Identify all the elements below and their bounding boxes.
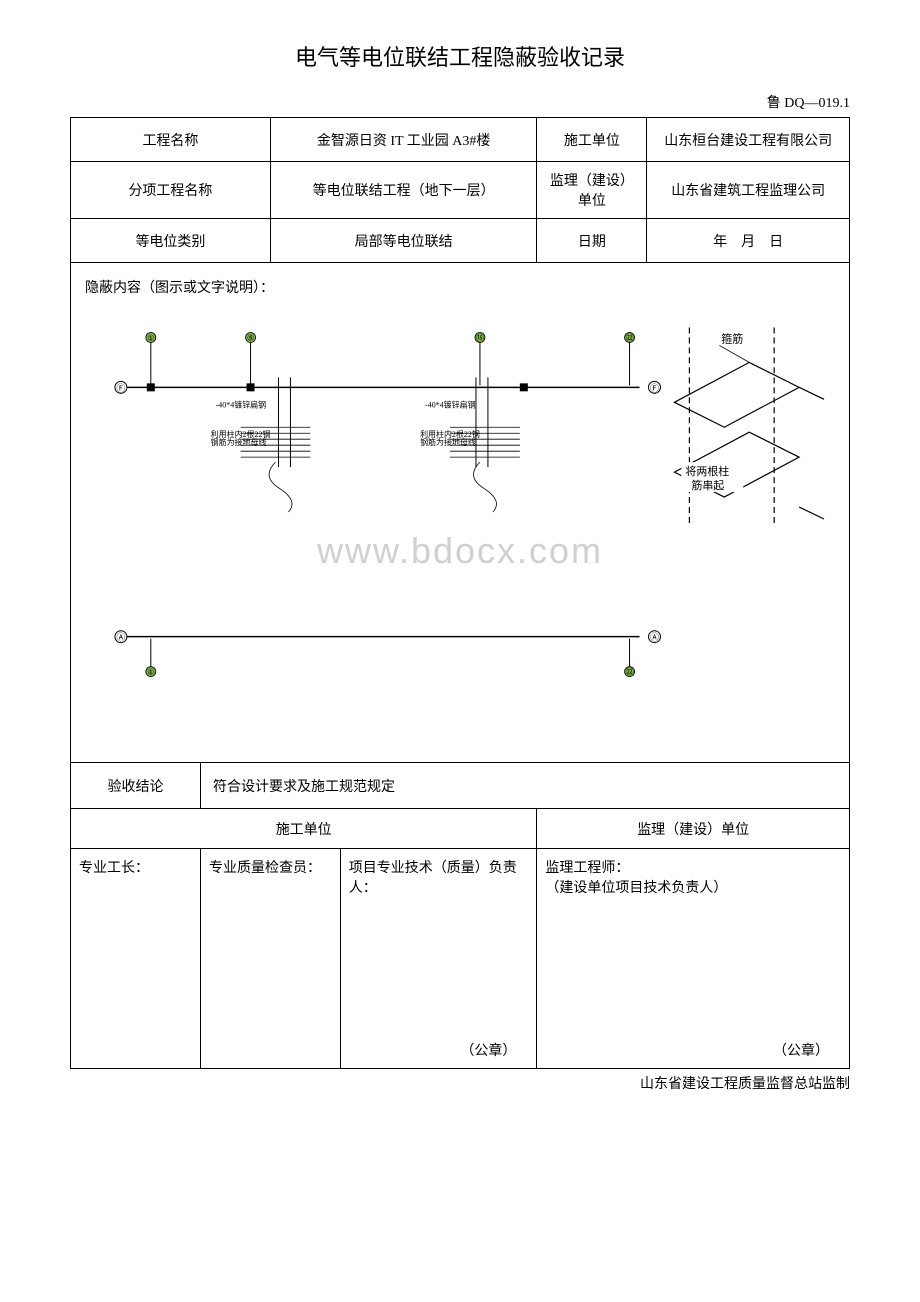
project-name-label: 工程名称 [71,118,271,162]
diagram-cell: 隐蔽内容（图示或文字说明）： ① ⑤ ⑮ ㉒ [71,263,850,763]
diagram-title: 隐蔽内容（图示或文字说明）： [81,273,839,307]
grid-marker-22b: ㉒ [626,668,634,677]
sig-inspector: 专业质量检查员： [201,849,341,1069]
sig-supervisor-line2: （建设单位项目技术负责人） [545,881,727,896]
footer-note: 山东省建设工程质量监督总站监制 [70,1073,850,1093]
note-right-1: -40*4镀锌扁钢 [425,399,475,409]
sig-construction-header: 施工单位 [71,809,537,849]
sig-techlead-label: 项目专业技术（质量）负责人： [349,861,517,896]
category-label: 等电位类别 [71,219,271,263]
sig-supervisor-line1: 监理工程师： [545,861,629,876]
conclusion-label: 验收结论 [71,763,201,809]
note-right-3: 钢筋为接地母线 [420,437,476,447]
doc-code: 鲁 DQ—019.1 [70,92,850,112]
grid-marker-22: ㉒ [626,333,634,342]
grid-marker-15: ⑮ [476,333,484,342]
grid-marker-1: ① [147,333,154,342]
axis-a-right: Ⓐ [650,633,659,643]
rebar-tie-label-2: 筋串起 [691,478,724,492]
rebar-tie-label-1: 将两根柱 [685,464,729,478]
supervision-label: 监理（建设）单位 [537,162,647,219]
seal-supervision: （公章） [773,1040,829,1060]
axis-f-left: Ⓕ [116,383,125,393]
stirrup-label: 箍筋 [721,331,743,345]
sig-techlead: 项目专业技术（质量）负责人： （公章） [340,849,537,1069]
main-table: 工程名称 金智源日资 IT 工业园 A3#楼 施工单位 山东桓台建设工程有限公司… [70,117,850,1069]
note-left-1: -40*4镀锌扁钢 [216,399,266,409]
date-value: 年 月 日 [647,219,850,263]
construction-unit-value: 山东桓台建设工程有限公司 [647,118,850,162]
diagram-svg: ① ⑤ ⑮ ㉒ Ⓕ Ⓕ [81,307,839,727]
seal-construction: （公章） [460,1040,516,1060]
sub-project-value: 等电位联结工程（地下一层） [270,162,537,219]
category-value: 局部等电位联结 [270,219,537,263]
supervision-unit-value: 山东省建筑工程监理公司 [647,162,850,219]
date-label: 日期 [537,219,647,263]
sig-foreman-label: 专业工长： [79,861,149,876]
sig-foreman: 专业工长： [71,849,201,1069]
note-left-3: 钢筋为接地母线 [211,437,267,447]
construction-unit-label: 施工单位 [537,118,647,162]
sig-supervisor: 监理工程师： （建设单位项目技术负责人） （公章） [537,849,850,1069]
grid-marker-5: ⑤ [247,333,254,342]
conclusion-value: 符合设计要求及施工规范规定 [201,763,850,809]
grid-marker-1b: ① [147,668,154,677]
sig-supervision-header: 监理（建设）单位 [537,809,850,849]
page-title: 电气等电位联结工程隐蔽验收记录 [70,40,850,72]
sig-inspector-label: 专业质量检查员： [209,861,321,876]
sub-project-label: 分项工程名称 [71,162,271,219]
axis-f-right: Ⓕ [650,383,659,393]
axis-a-left: Ⓐ [116,633,125,643]
project-name-value: 金智源日资 IT 工业园 A3#楼 [270,118,537,162]
